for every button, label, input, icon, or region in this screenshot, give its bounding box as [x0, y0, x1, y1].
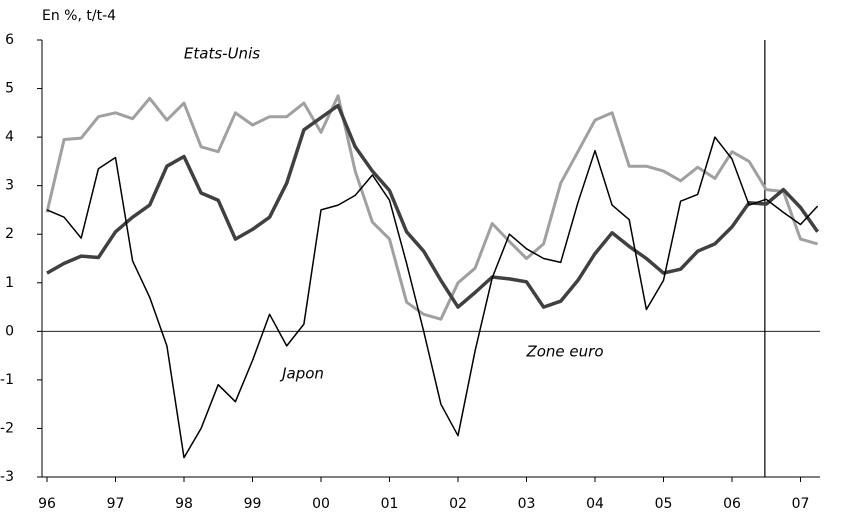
y-tick-label: 5 — [5, 81, 14, 97]
x-tick-label: 97 — [107, 496, 125, 512]
series-label: Etats-Unis — [184, 45, 260, 63]
series-label: Japon — [279, 365, 324, 383]
x-tick-label: 98 — [175, 496, 193, 512]
series-label: Zone euro — [525, 343, 603, 361]
y-tick-label: -2 — [0, 420, 14, 436]
y-tick-label: 1 — [5, 275, 14, 291]
x-tick-label: 05 — [655, 496, 673, 512]
x-tick-label: 96 — [38, 496, 56, 512]
x-tick-label: 06 — [723, 496, 741, 512]
y-tick-label: 6 — [5, 32, 14, 48]
x-tick-label: 99 — [244, 496, 262, 512]
x-tick-label: 03 — [518, 496, 536, 512]
x-tick-label: 04 — [586, 496, 604, 512]
y-tick-label: 4 — [5, 129, 14, 145]
x-tick-label: 02 — [449, 496, 467, 512]
y-axis-label: En %, t/t-4 — [42, 8, 116, 24]
series-line — [45, 94, 819, 321]
x-tick-label: 00 — [312, 496, 330, 512]
y-tick-label: -1 — [0, 372, 14, 388]
y-tick-label: 2 — [5, 226, 14, 242]
series-line — [46, 136, 819, 459]
y-tick-label: 3 — [5, 178, 14, 194]
x-tick-label: 01 — [381, 496, 399, 512]
x-tick-label: 07 — [792, 496, 810, 512]
y-tick-label: -3 — [0, 469, 14, 485]
y-tick-label: 0 — [5, 323, 14, 339]
series-line — [46, 103, 820, 309]
